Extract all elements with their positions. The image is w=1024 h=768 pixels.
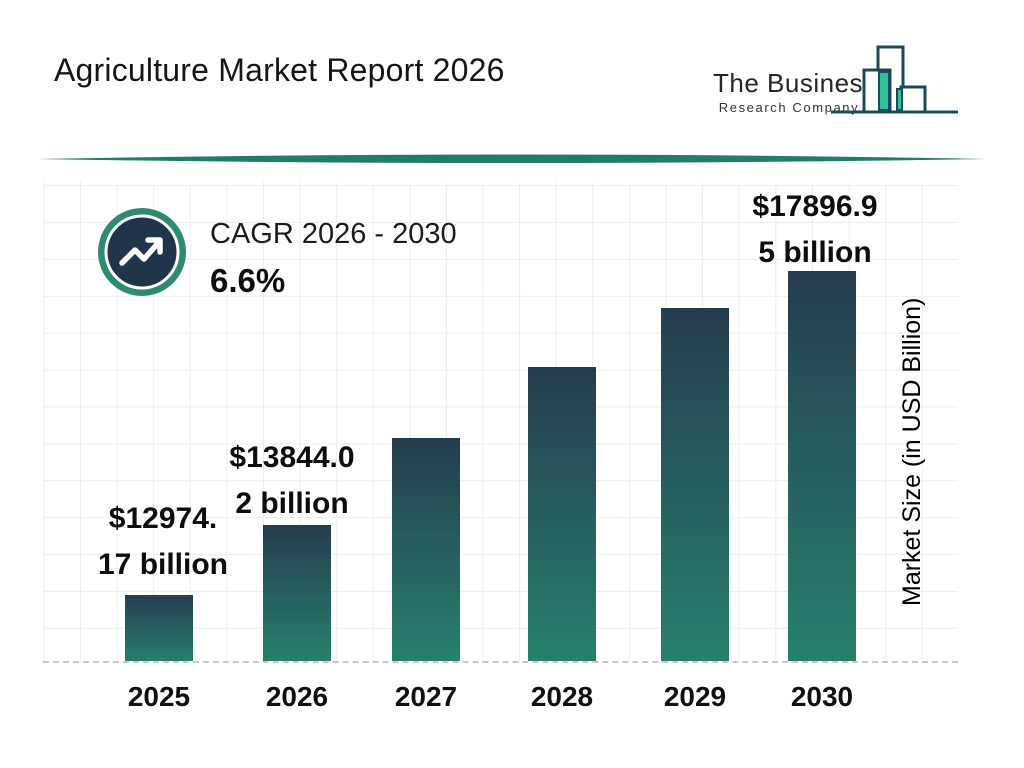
x-tick-2030: 2030 (790, 681, 854, 712)
value-label-2026: $13844.0 2 billion (192, 435, 392, 527)
y-axis-title: Market Size (in USD Billion) (898, 297, 926, 607)
logo-name: The Business (713, 68, 877, 98)
logo-subname: Research Company (718, 100, 860, 115)
bar-2025 (125, 595, 193, 661)
bar-2027 (392, 438, 460, 661)
page-title: Agriculture Market Report 2026 (54, 52, 505, 88)
value-label-2025-line1: $12974. (108, 502, 218, 535)
value-label-2030-line1: $17896.9 (752, 190, 878, 223)
company-logo-text: The Business Research Company (713, 68, 877, 115)
value-label-2030-line2: 5 billion (758, 236, 872, 269)
value-label-2026-line1: $13844.0 (229, 441, 355, 474)
company-logo: The Business Research Company (713, 38, 973, 122)
bar-chart (43, 182, 958, 663)
trending-up-icon (98, 208, 186, 296)
bar-2029 (661, 308, 729, 661)
section-divider (37, 154, 987, 163)
x-tick-2026: 2026 (265, 681, 329, 712)
x-tick-2027: 2027 (394, 681, 458, 712)
value-label-2025: $12974. 17 billion (63, 496, 263, 588)
cagr-label: CAGR 2026 - 2030 (210, 218, 457, 250)
value-label-2026-line2: 2 billion (235, 487, 349, 520)
x-tick-2025: 2025 (127, 681, 191, 712)
x-tick-2028: 2028 (530, 681, 594, 712)
value-label-2030: $17896.9 5 billion (715, 184, 915, 276)
cagr-value: 6.6% (210, 262, 286, 299)
bar-2028 (528, 367, 596, 661)
logo-bars-icon (831, 45, 958, 114)
x-tick-2029: 2029 (663, 681, 727, 712)
bar-2030 (788, 271, 856, 661)
value-label-2025-line2: 17 billion (97, 548, 229, 581)
bar-2026 (263, 525, 331, 661)
